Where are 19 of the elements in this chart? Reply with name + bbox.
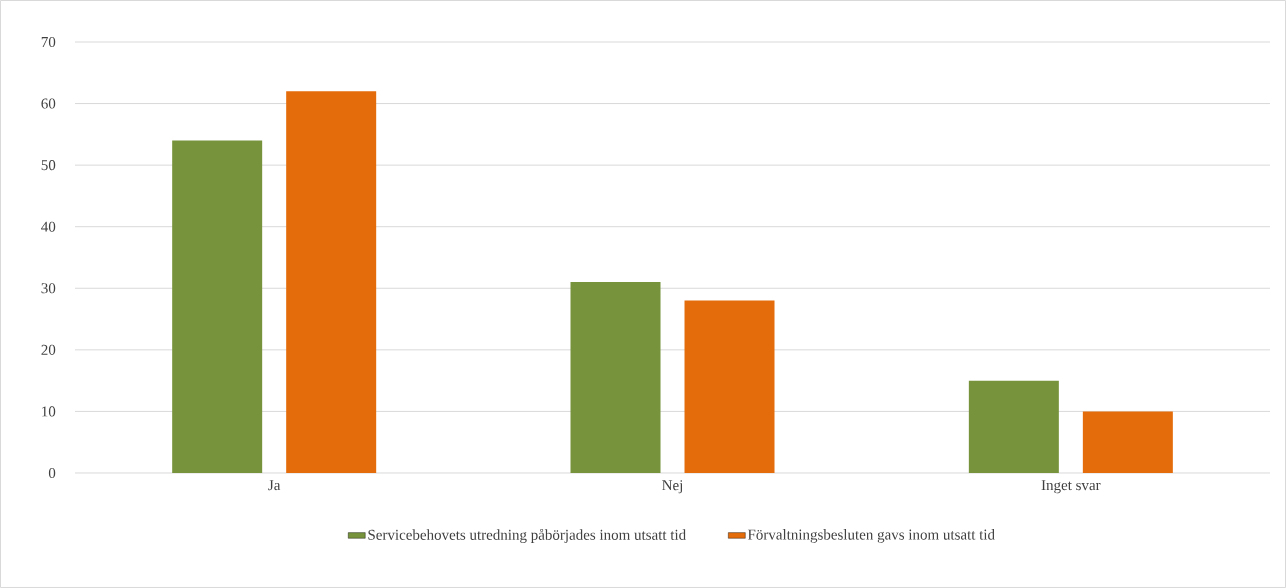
y-tick-label: 0 [48,467,56,479]
legend-label: Servicebehovets utredning påbörjades inom utsatt tid [368,528,686,543]
legend-label: Förvaltningsbesluten gavs inom utsatt tid [747,529,995,543]
y-tick-label: 10 [42,406,56,417]
y-tick-label: 60 [41,98,56,109]
y-tick-label: 70 [41,36,56,48]
bar [968,380,1059,473]
x-tick-label: Inget svar [1041,480,1101,494]
bar [570,282,661,473]
x-tick-label: Ja [268,480,281,491]
bar [286,91,377,473]
x-tick-label: Nej [662,480,683,494]
y-tick-label: 20 [41,344,56,355]
bar [172,140,263,473]
y-tick-label: 30 [41,283,56,294]
y-tick-label: 50 [41,160,56,171]
bar [684,300,775,473]
y-tick-label: 40 [41,221,56,232]
bar [1082,411,1173,473]
